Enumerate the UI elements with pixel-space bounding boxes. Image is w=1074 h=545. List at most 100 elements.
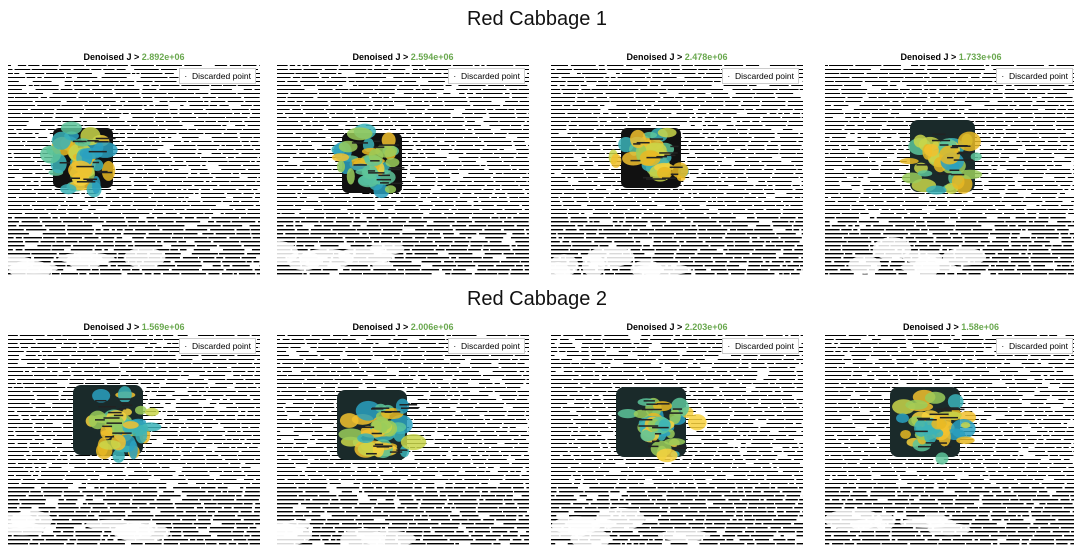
scan-point	[691, 141, 718, 142]
scan-point	[522, 177, 535, 178]
scan-point	[778, 113, 783, 114]
scan-point	[104, 359, 122, 360]
scan-point	[146, 237, 171, 239]
scan-point	[374, 217, 389, 219]
scan-point	[441, 269, 452, 271]
scan-point	[502, 535, 518, 537]
scan-point	[383, 479, 401, 480]
scan-point	[381, 241, 401, 243]
scan-point	[8, 459, 26, 460]
scan-point	[400, 359, 425, 360]
scan-point	[218, 467, 240, 468]
scan-point	[240, 173, 263, 174]
scan-point	[513, 499, 533, 501]
scan-point	[167, 531, 182, 533]
panel-title: Denoised J > 1.733e+06	[825, 52, 1074, 62]
scan-point	[1031, 233, 1059, 235]
scan-point	[34, 439, 44, 440]
scan-point	[619, 269, 637, 271]
scan-point	[312, 371, 330, 372]
scan-point	[993, 161, 1006, 162]
scan-point	[41, 519, 70, 521]
scan-point	[825, 185, 840, 186]
scan-point	[509, 201, 530, 202]
scan-point	[746, 233, 775, 235]
scan-point	[452, 379, 457, 380]
scan-point	[25, 73, 45, 74]
scan-point	[527, 173, 537, 174]
scan-point	[47, 355, 70, 356]
scan-point	[1055, 181, 1073, 182]
scan-point	[324, 383, 338, 384]
leaf	[122, 421, 139, 429]
scan-point	[950, 77, 969, 78]
scan-point	[113, 249, 138, 251]
scan-point	[1060, 105, 1065, 106]
scan-point	[862, 185, 879, 186]
scan-point	[402, 411, 431, 412]
scan-point	[462, 395, 489, 396]
scan-point	[405, 273, 432, 275]
scan-point	[293, 367, 314, 368]
scan-point	[199, 499, 212, 501]
scan-point	[641, 205, 658, 206]
scan-point	[834, 261, 859, 263]
scan-point	[323, 177, 347, 178]
scan-point	[249, 395, 264, 396]
scan-point	[459, 511, 476, 513]
scan-point	[879, 169, 899, 170]
scan-point	[219, 105, 229, 106]
scan-point	[464, 415, 480, 416]
gap	[85, 519, 140, 531]
scan-point	[8, 97, 14, 98]
scan-point	[445, 371, 459, 372]
scan-point	[991, 65, 1015, 66]
scan-point	[379, 113, 407, 114]
scan-point	[649, 85, 659, 86]
scan-point	[184, 65, 202, 66]
scan-point	[231, 109, 249, 110]
scan-point	[615, 273, 643, 275]
scan-point	[341, 471, 355, 472]
scan-point	[185, 511, 207, 513]
scan-point	[174, 503, 202, 505]
scan-point	[456, 89, 468, 90]
scan-point	[106, 495, 133, 497]
scan-point	[136, 153, 148, 154]
scan-point	[877, 133, 897, 134]
scan-point	[697, 109, 717, 110]
scan-point	[333, 335, 348, 336]
scan-point	[613, 201, 636, 202]
scan-point	[727, 177, 736, 178]
scan-point	[978, 113, 1003, 114]
panel-title: Denoised J > 2.478e+06	[551, 52, 803, 62]
leaf	[926, 185, 947, 195]
scan-point	[1020, 237, 1030, 239]
scan-point	[485, 237, 504, 239]
scan-point	[692, 117, 696, 118]
scan-point	[1045, 225, 1066, 227]
scan-point	[492, 371, 517, 372]
scan-point	[302, 193, 329, 194]
scan-point	[896, 197, 919, 198]
scan-point	[70, 459, 86, 460]
scan-point	[723, 85, 748, 86]
scan-point	[222, 225, 243, 227]
scan-point	[465, 527, 490, 529]
scan-point	[444, 261, 454, 263]
scan-point	[8, 109, 28, 110]
scan-point	[503, 455, 509, 456]
scan-point	[19, 499, 46, 501]
scan-point	[363, 93, 377, 94]
scan-point	[389, 515, 414, 517]
scan-point	[1041, 205, 1059, 206]
scan-point	[786, 193, 811, 194]
scan-point	[202, 233, 214, 235]
scan-point	[661, 109, 682, 110]
scan-point	[423, 431, 435, 432]
dark-stroke	[950, 146, 959, 149]
scan-point	[483, 121, 499, 122]
scan-point	[144, 273, 152, 275]
scan-point	[354, 375, 368, 376]
scan-point	[41, 65, 59, 66]
